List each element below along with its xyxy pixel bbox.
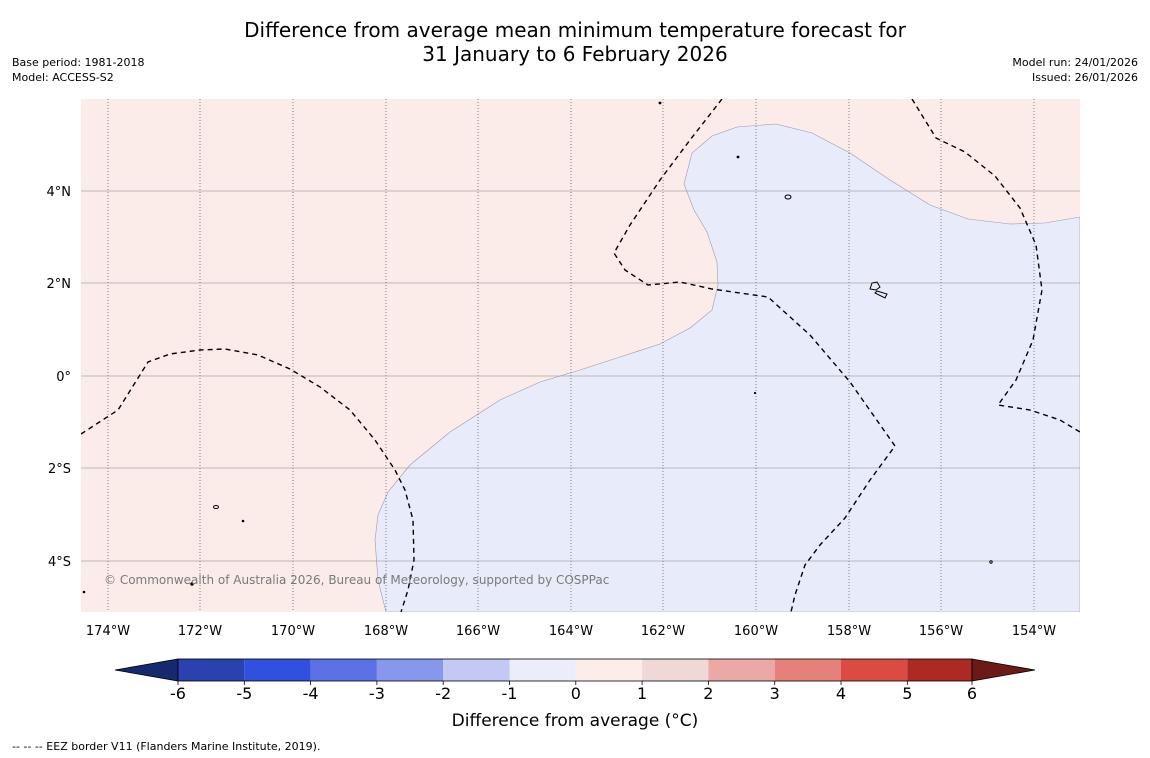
lon-tick-label: 162°W	[641, 624, 685, 639]
colorbar-segment	[907, 659, 972, 681]
eez-legend-note: -- -- -- EEZ border V11 (Flanders Marine…	[12, 740, 321, 753]
lon-tick-label: 160°W	[734, 624, 778, 639]
colorbar-extend-low	[114, 658, 179, 682]
colorbar-tick-label: -6	[170, 684, 186, 700]
colorbar-tick-label: -4	[303, 684, 319, 700]
lon-tick-label: 158°W	[827, 624, 871, 639]
model-run: Model run: 24/01/2026	[1012, 56, 1138, 69]
eez-border	[81, 348, 415, 612]
island	[736, 155, 740, 159]
island	[869, 281, 881, 291]
colorbar-segment	[575, 659, 643, 681]
lon-tick-label: 166°W	[456, 624, 500, 639]
map-figure: © Commonwealth of Australia 2026, Bureau…	[47, 99, 1080, 700]
colorbar-tick-label: 5	[902, 684, 912, 700]
colorbar-segment	[178, 659, 245, 681]
lon-tick-label: 154°W	[1012, 624, 1056, 639]
islands	[82, 101, 993, 594]
colorbar-tick-label: 6	[967, 684, 977, 700]
title-line-1: Difference from average mean minimum tem…	[244, 18, 906, 42]
lat-tick-label: 2°S	[48, 462, 71, 477]
lon-tick-label: 174°W	[86, 624, 130, 639]
issued-date: Issued: 26/01/2026	[1031, 71, 1138, 84]
colorbar-tick-label: 0	[571, 684, 581, 700]
lat-tick-label: 4°N	[47, 185, 72, 200]
island	[213, 505, 219, 509]
colorbar-tick-label: 1	[637, 684, 647, 700]
island	[241, 519, 245, 523]
colorbar-segment	[244, 659, 311, 681]
map-panel: © Commonwealth of Australia 2026, Bureau…	[81, 99, 1080, 612]
colorbar-segment	[642, 659, 709, 681]
cool-anomaly-region	[374, 123, 1080, 612]
eez-border	[911, 99, 1080, 433]
island	[989, 560, 993, 564]
title-line-2: 31 January to 6 February 2026	[422, 42, 728, 66]
base-period: Base period: 1981-2018	[12, 56, 145, 69]
lon-axis-labels: 174°W 172°W 170°W 168°W 166°W 164°W 162°…	[86, 624, 1056, 639]
model-name: Model: ACCESS-S2	[12, 71, 114, 84]
colorbar-tick-label: -2	[435, 684, 451, 700]
colorbar-tick-labels: -6 -5 -4 -3 -2 -1 0 1 2 3 4 5 6	[170, 684, 977, 700]
lat-tick-label: 0°	[56, 370, 71, 385]
island	[190, 582, 194, 586]
lat-axis-labels: 4°N 2°N 0° 2°S 4°S	[47, 185, 72, 570]
colorbar-tick-label: 3	[770, 684, 780, 700]
colorbar-frame	[177, 658, 973, 682]
eez-border	[613, 99, 896, 612]
island	[784, 194, 792, 200]
lon-tick-label: 156°W	[919, 624, 963, 639]
lon-tick-label: 168°W	[364, 624, 408, 639]
colorbar-segment	[708, 659, 775, 681]
colorbar-tick-label: 4	[836, 684, 846, 700]
chart-title: Difference from average mean minimum tem…	[0, 18, 1150, 66]
island	[82, 590, 86, 594]
lon-tick-label: 170°W	[271, 624, 315, 639]
colorbar: -6 -5 -4 -3 -2 -1 0 1 2 3 4 5 6	[114, 658, 1036, 700]
colorbar-segment	[509, 659, 576, 681]
colorbar-segment	[841, 659, 908, 681]
meta-left: Base period: 1981-2018 Model: ACCESS-S2	[12, 55, 144, 85]
lat-tick-label: 4°S	[48, 555, 71, 570]
lon-tick-label: 172°W	[178, 624, 222, 639]
lat-tick-label: 2°N	[47, 277, 72, 292]
colorbar-ticks	[177, 681, 973, 685]
lon-tick-label: 164°W	[549, 624, 593, 639]
copyright-text: © Commonwealth of Australia 2026, Bureau…	[104, 573, 609, 587]
colorbar-extend-high	[971, 658, 1036, 682]
gridlines	[81, 99, 1080, 612]
meta-right: Model run: 24/01/2026 Issued: 26/01/2026	[1012, 55, 1138, 85]
colorbar-segment	[376, 659, 444, 681]
colorbar-tick-label: -1	[502, 684, 518, 700]
colorbar-tick-label: 2	[703, 684, 713, 700]
colorbar-tick-label: -5	[236, 684, 252, 700]
island	[658, 101, 662, 105]
island	[753, 391, 757, 395]
island	[874, 290, 888, 299]
colorbar-label: Difference from average (°C)	[451, 711, 699, 731]
colorbar-segment	[310, 659, 377, 681]
colorbar-tick-label: -3	[369, 684, 385, 700]
eez-borders	[81, 99, 1080, 612]
colorbar-segment	[443, 659, 510, 681]
colorbar-segment	[774, 659, 841, 681]
